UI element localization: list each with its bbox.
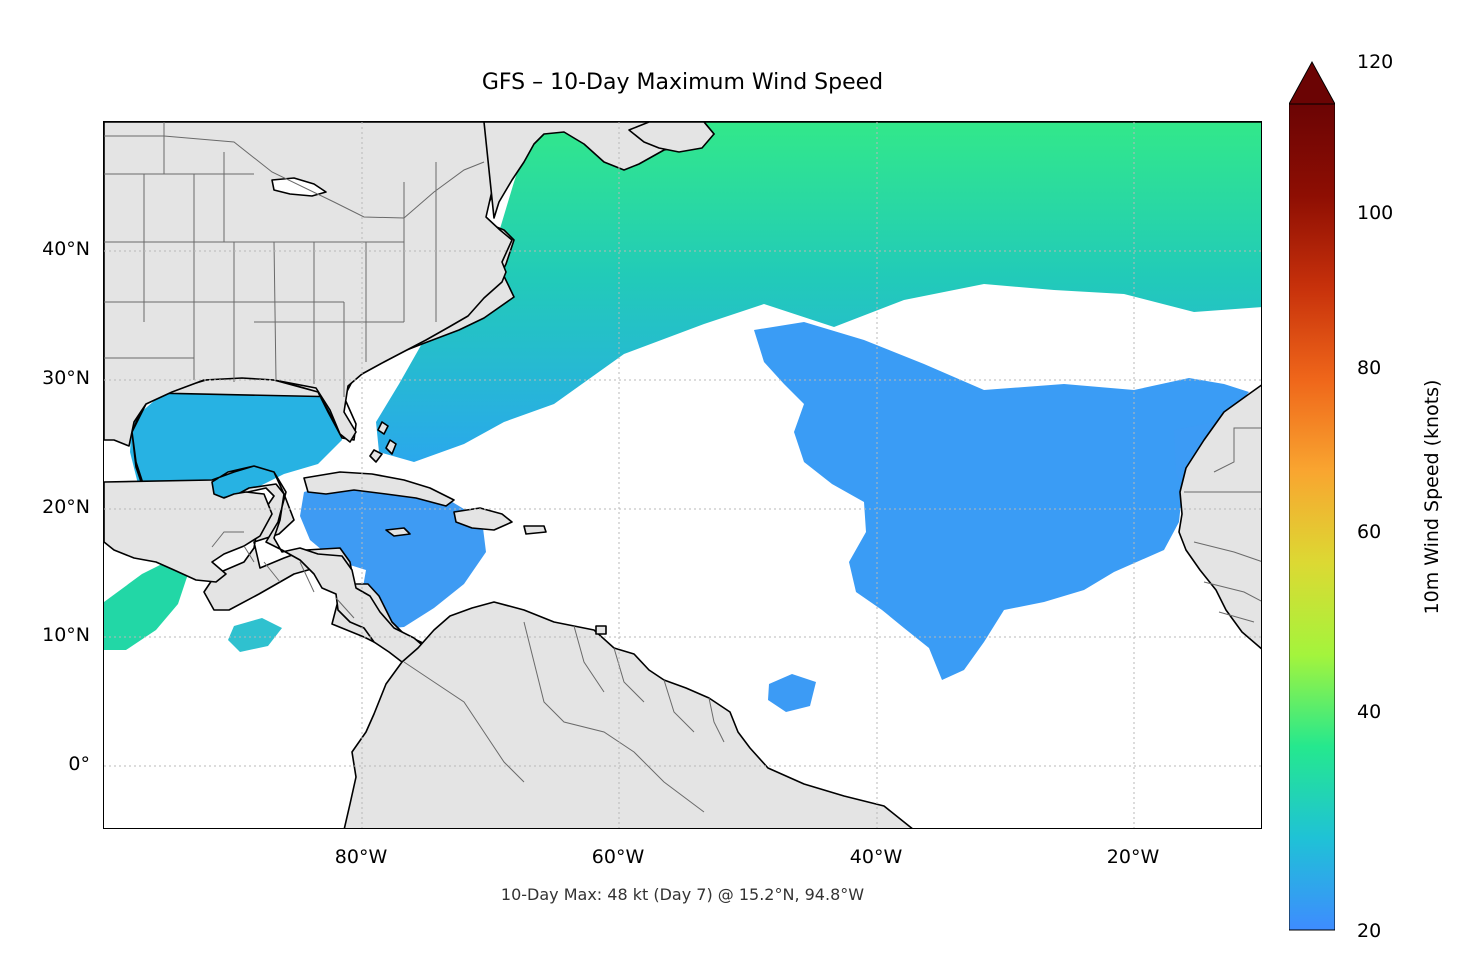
colorbar-label-60: 60 (1357, 521, 1382, 543)
lat-label-30n: 30°N (42, 367, 90, 389)
wind-subtropical-atlantic (754, 322, 1249, 680)
borders (104, 122, 1261, 813)
land (104, 122, 1261, 828)
lon-label-80w: 80°W (334, 846, 388, 868)
lon-label-20w: 20°W (1106, 846, 1160, 868)
wind-pacific-gap (104, 562, 188, 650)
colorbar-label-80: 80 (1357, 357, 1382, 379)
central-america-borders (211, 531, 355, 619)
cuba (303, 471, 455, 507)
colorbar-label-120: 120 (1357, 51, 1394, 73)
africa-borders (1184, 427, 1261, 623)
colorbar (1289, 60, 1335, 931)
south-america-land (343, 601, 913, 828)
jamaica (385, 527, 411, 537)
lat-label-40n: 40°N (42, 238, 90, 260)
colorbar-extend-arrow (1289, 60, 1335, 105)
map-title: GFS – 10-Day Maximum Wind Speed (481, 70, 884, 95)
lat-label-0: 0° (68, 753, 90, 775)
puerto-rico (523, 525, 547, 535)
bahamas-1 (377, 421, 389, 435)
newfoundland (628, 122, 715, 153)
us-state-lines (104, 122, 437, 397)
bahamas-3 (369, 449, 383, 463)
bahamas-2 (385, 439, 397, 455)
africa-land (1178, 384, 1261, 650)
map-panel[interactable] (103, 121, 1262, 829)
hispaniola (453, 507, 513, 531)
lat-label-20n: 20°N (42, 496, 90, 518)
graticule (104, 122, 1261, 828)
wind-caribbean (300, 478, 486, 630)
wind-north-atlantic (376, 122, 1261, 462)
south-america-borders (403, 621, 725, 813)
wind-midocean-patch (768, 674, 816, 712)
usa-mainland (104, 122, 535, 447)
lon-label-40w: 40°W (849, 846, 903, 868)
colorbar-title: 10m Wind Speed (knots) (1421, 379, 1443, 615)
lat-label-10n: 10°N (42, 624, 90, 646)
colorbar-label-20: 20 (1357, 920, 1382, 942)
colorbar-label-40: 40 (1357, 701, 1382, 723)
trinidad (595, 625, 607, 635)
map-canvas (104, 122, 1261, 828)
wind-pacific-patch (228, 618, 282, 652)
canada-border (104, 135, 485, 219)
lon-label-60w: 60°W (591, 846, 645, 868)
wind-field (104, 122, 1261, 712)
max-wind-note: 10-Day Max: 48 kt (Day 7) @ 15.2°N, 94.8… (500, 885, 865, 904)
colorbar-label-100: 100 (1357, 202, 1394, 224)
mexico-central-america (104, 465, 429, 675)
colorbar-body (1289, 103, 1335, 931)
